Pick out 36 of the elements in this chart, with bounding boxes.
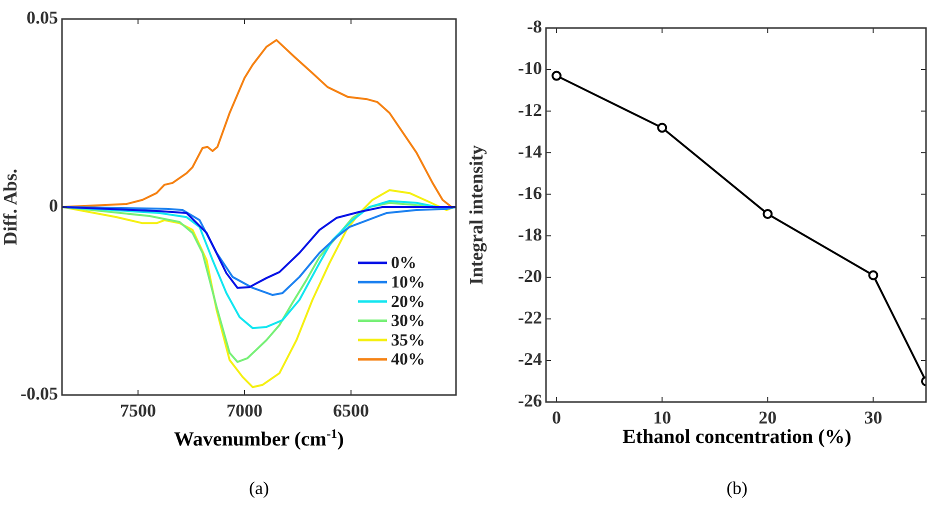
point <box>657 122 668 133</box>
y-tick-label: -18 <box>518 224 542 244</box>
y-axis-title: Integral intensity <box>466 144 488 285</box>
legend-label: 35% <box>391 330 425 350</box>
point <box>868 270 878 280</box>
legend-label: 10% <box>391 272 425 292</box>
y-tick-label: -24 <box>518 349 542 370</box>
legend-label: 20% <box>391 292 425 311</box>
text: (a) <box>249 478 269 499</box>
point <box>762 208 773 219</box>
x-tick-label: 7500 <box>120 400 156 420</box>
x-tick-label: 30 <box>864 407 882 428</box>
y-tick-label: -0.05 <box>20 384 58 404</box>
x-axis-title: Wavenumber (cm$^{-1}$) <box>174 426 344 452</box>
x-axis-title: Ethanol concentration (%) <box>622 426 852 449</box>
y-tick-label: -12 <box>518 100 542 120</box>
x-tick-label: 6500 <box>333 400 370 420</box>
point <box>552 70 562 81</box>
x-tick-label: 0 <box>552 407 562 428</box>
y-tick-label: -26 <box>518 390 542 411</box>
x-tick-label: 20 <box>758 407 777 428</box>
y-tick-label: 0.05 <box>26 8 58 28</box>
y-tick-label: -10 <box>518 58 542 78</box>
legend-label: 30% <box>391 311 425 330</box>
x-tick-label: 10 <box>653 407 672 428</box>
legend-label: 0% <box>391 253 416 272</box>
y-axis-title: Diff. Abs. <box>0 168 22 246</box>
y-tick-label: -8 <box>527 16 542 37</box>
x-tick-label: 7000 <box>226 400 263 420</box>
y-tick-label: 0 <box>49 196 58 216</box>
y-tick-label: -22 <box>518 308 542 328</box>
y-tick-label: -16 <box>518 182 542 203</box>
text: (b) <box>726 478 748 499</box>
legend-label: 40% <box>391 350 425 369</box>
y-tick-label: -14 <box>518 141 542 162</box>
y-tick-label: -20 <box>518 266 542 286</box>
